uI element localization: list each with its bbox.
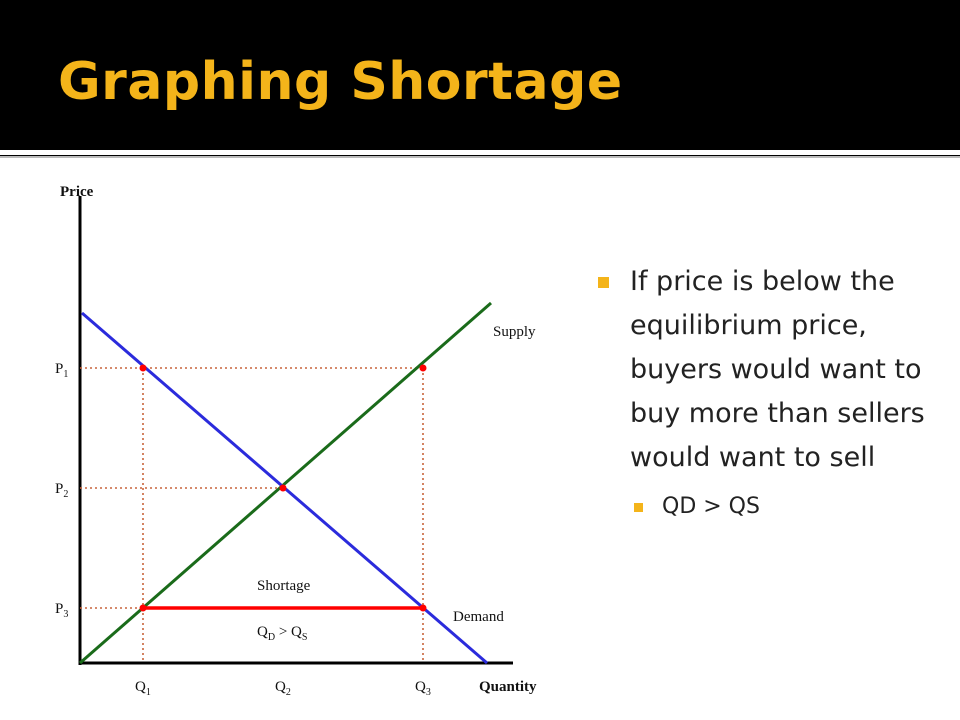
point-q3-p3 — [419, 604, 427, 612]
equilibrium-point — [279, 484, 287, 492]
guide-lines — [80, 367, 424, 663]
bullet-text: If price is below the equilibrium price,… — [630, 266, 925, 473]
price-label-p1: P1 — [55, 361, 68, 380]
x-axis-label: Quantity — [479, 679, 537, 695]
supply-curve — [79, 301, 492, 665]
point-q3-p1 — [419, 364, 427, 372]
supply-demand-diagram: Price Quantity P1 P2 P3 Q1 Q2 Q3 Supply … — [55, 184, 537, 698]
inequality-label: QD > QS — [257, 624, 307, 643]
price-label-p3: P3 — [55, 601, 68, 620]
sub-bullet-item: QD > QS — [598, 492, 960, 522]
quantity-label-q2: Q2 — [275, 679, 291, 698]
square-sub-bullet-icon — [634, 503, 643, 512]
square-bullet-icon — [598, 277, 609, 288]
sub-bullet-text: QD > QS — [662, 494, 760, 519]
bullet-item: If price is below the equilibrium price,… — [598, 260, 960, 480]
point-q1-p1 — [139, 364, 147, 372]
slide-title: Graphing Shortage — [58, 52, 623, 112]
y-axis-label: Price — [60, 184, 94, 200]
quantity-label-q3: Q3 — [415, 679, 431, 698]
quantity-label-q1: Q1 — [135, 679, 151, 698]
price-label-p2: P2 — [55, 481, 68, 500]
point-q1-p3 — [139, 604, 147, 612]
points — [139, 364, 427, 612]
shortage-label: Shortage — [257, 578, 311, 594]
demand-label: Demand — [453, 609, 504, 625]
title-divider-shadow — [0, 156, 960, 158]
supply-label: Supply — [493, 324, 536, 340]
title-divider — [0, 150, 960, 155]
title-bar: Graphing Shortage — [0, 0, 960, 150]
slide-content — [0, 158, 960, 720]
bullet-list: If price is below the equilibrium price,… — [598, 260, 960, 522]
